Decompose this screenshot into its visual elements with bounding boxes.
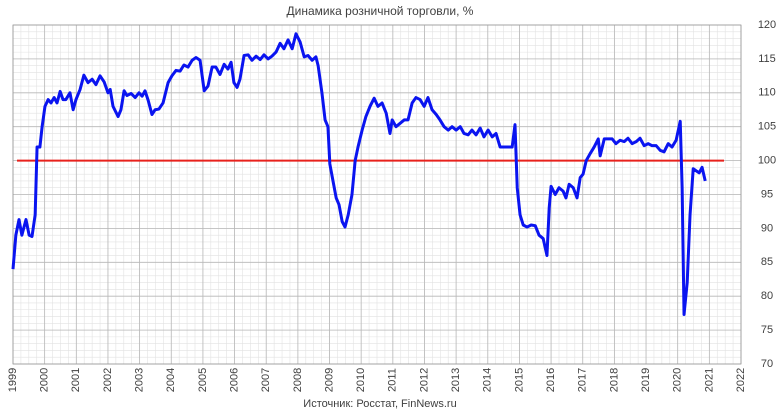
x-tick-label: 2020 bbox=[672, 368, 684, 392]
x-tick-label: 2005 bbox=[197, 368, 209, 392]
plot-border bbox=[12, 24, 742, 365]
x-tick-label: 2003 bbox=[134, 368, 146, 392]
x-tick-label: 2006 bbox=[228, 368, 240, 392]
x-tick-label: 2009 bbox=[323, 368, 335, 392]
x-tick-label: 2018 bbox=[608, 368, 620, 392]
x-tick-label: 2016 bbox=[545, 368, 557, 392]
x-tick-label: 2008 bbox=[292, 368, 304, 392]
x-tick-label: 2017 bbox=[577, 368, 589, 392]
x-tick-label: 2012 bbox=[418, 368, 430, 392]
x-tick-label: 2013 bbox=[450, 368, 462, 392]
x-tick-label: 2015 bbox=[513, 368, 525, 392]
y-tick-label: 75 bbox=[761, 324, 773, 336]
x-tick-label: 2002 bbox=[102, 368, 114, 392]
y-tick-label: 80 bbox=[761, 290, 773, 302]
x-tick-label: 2022 bbox=[735, 368, 747, 392]
y-tick-label: 85 bbox=[761, 256, 773, 268]
y-tick-label: 110 bbox=[758, 87, 776, 99]
x-tick-label: 2010 bbox=[355, 368, 367, 392]
y-tick-label: 95 bbox=[761, 188, 773, 200]
x-tick-label: 2001 bbox=[70, 368, 82, 392]
x-tick-label: 2000 bbox=[39, 368, 51, 392]
y-tick-label: 100 bbox=[758, 155, 776, 167]
y-tick-label: 120 bbox=[758, 19, 776, 31]
x-tick-label: 1999 bbox=[7, 368, 19, 392]
x-tick-label: 2021 bbox=[703, 368, 715, 392]
source-note: Источник: Росстат, FinNews.ru bbox=[303, 398, 456, 410]
y-tick-label: 105 bbox=[758, 121, 776, 133]
chart-title: Динамика розничной торговли, % bbox=[287, 4, 474, 18]
x-tick-label: 2007 bbox=[260, 368, 272, 392]
y-tick-label: 90 bbox=[761, 222, 773, 234]
x-tick-label: 2011 bbox=[387, 368, 399, 392]
x-tick-label: 2014 bbox=[482, 368, 494, 392]
data-line bbox=[11, 32, 707, 317]
x-tick-label: 2004 bbox=[165, 368, 177, 392]
y-tick-label: 70 bbox=[761, 358, 773, 370]
x-tick-label: 2019 bbox=[640, 368, 652, 392]
y-tick-label: 115 bbox=[758, 53, 776, 65]
